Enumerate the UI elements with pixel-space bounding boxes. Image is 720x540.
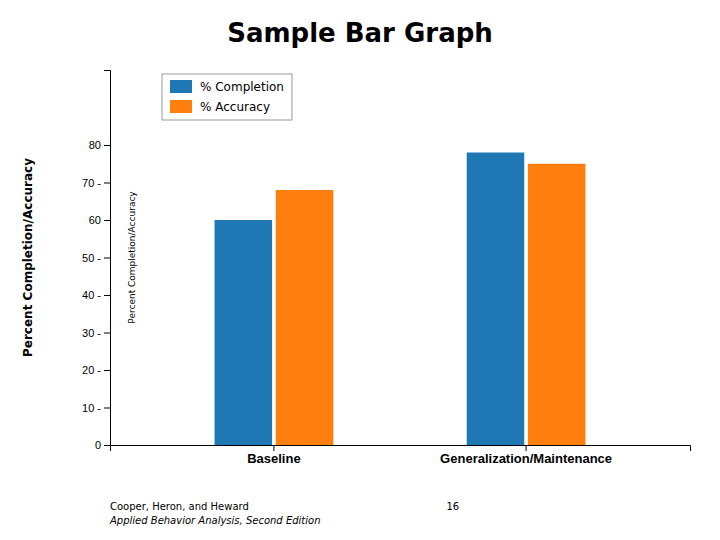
y-tick: 80 [89,139,110,151]
y-tick-mark [104,258,110,259]
legend-swatch [170,80,192,93]
y-tick-label: 50 - [82,252,101,264]
x-tick: Baseline [247,445,300,466]
chart: Baseline Generalization/Maintenance 0 10 - 2… [0,0,720,540]
x-tick-label: Baseline [247,451,300,466]
y-tick-mark [104,183,110,184]
bar [215,220,273,445]
x-tick-label: Generalization/Maintenance [440,451,612,466]
plot: Baseline Generalization/Maintenance 0 10 - 2… [82,71,690,467]
y-tick-label: 30 - [82,327,101,339]
annotation: Cooper, Heron, and Heward [110,501,249,512]
bar [467,153,525,446]
y-tick-mark [104,445,110,446]
y-tick: 20 - [82,364,110,376]
y-tick: 60 [89,214,110,226]
y-tick: 50 - [82,252,110,264]
bars [215,153,586,446]
x-tick-mark [526,445,527,451]
annotation: Percent Completion/Accuracy [127,191,137,324]
y-tick-mark [104,145,110,146]
y-tick: 0 [95,439,110,451]
y-tick-label: 40 - [82,289,101,301]
x-axis: Baseline Generalization/Maintenance [111,445,691,466]
y-tick: 30 - [82,327,110,339]
y-axis-line [104,71,111,446]
x-tick-mark [273,445,274,451]
y-tick: 70 - [82,177,110,189]
y-tick: 10 - [82,402,110,414]
bar [528,164,586,445]
annotation: Applied Behavior Analysis, Second Editio… [109,515,321,526]
y-axis-title: Percent Completion/Accuracy [21,158,35,357]
bar [276,190,334,445]
y-tick-label: 80 [89,139,101,151]
title: Sample Bar Graph [227,18,493,48]
annotation: 16 [446,501,459,512]
legend-item: % Completion [170,80,284,94]
legend-item: % Accuracy [170,100,270,114]
y-tick: 40 - [82,289,110,301]
y-tick-label: 0 [95,439,101,451]
y-tick-mark [104,220,110,221]
legend: % Completion % Accuracy [162,74,292,120]
y-axis: 0 10 - 20 - 30 - 40 - 50 - 60 70 - 80 [82,71,110,452]
legend-swatch [170,100,192,113]
y-tick-label: 20 - [82,364,101,376]
y-tick-mark [104,370,110,371]
x-tick: Generalization/Maintenance [440,445,612,466]
y-tick-label: 60 [89,214,101,226]
y-tick-label: 70 - [82,177,101,189]
y-tick-label: 10 - [82,402,101,414]
y-tick-mark [104,408,110,409]
y-tick-mark [104,295,110,296]
legend-label: % Accuracy [200,100,270,114]
x-axis-line [111,446,691,452]
legend-frame [162,74,292,120]
legend-label: % Completion [200,80,284,94]
y-tick-mark [104,333,110,334]
